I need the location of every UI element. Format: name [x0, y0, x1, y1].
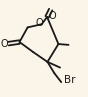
Text: O: O — [0, 39, 8, 49]
Text: Br: Br — [64, 75, 76, 85]
Text: O: O — [48, 11, 56, 21]
Text: O: O — [36, 18, 44, 28]
